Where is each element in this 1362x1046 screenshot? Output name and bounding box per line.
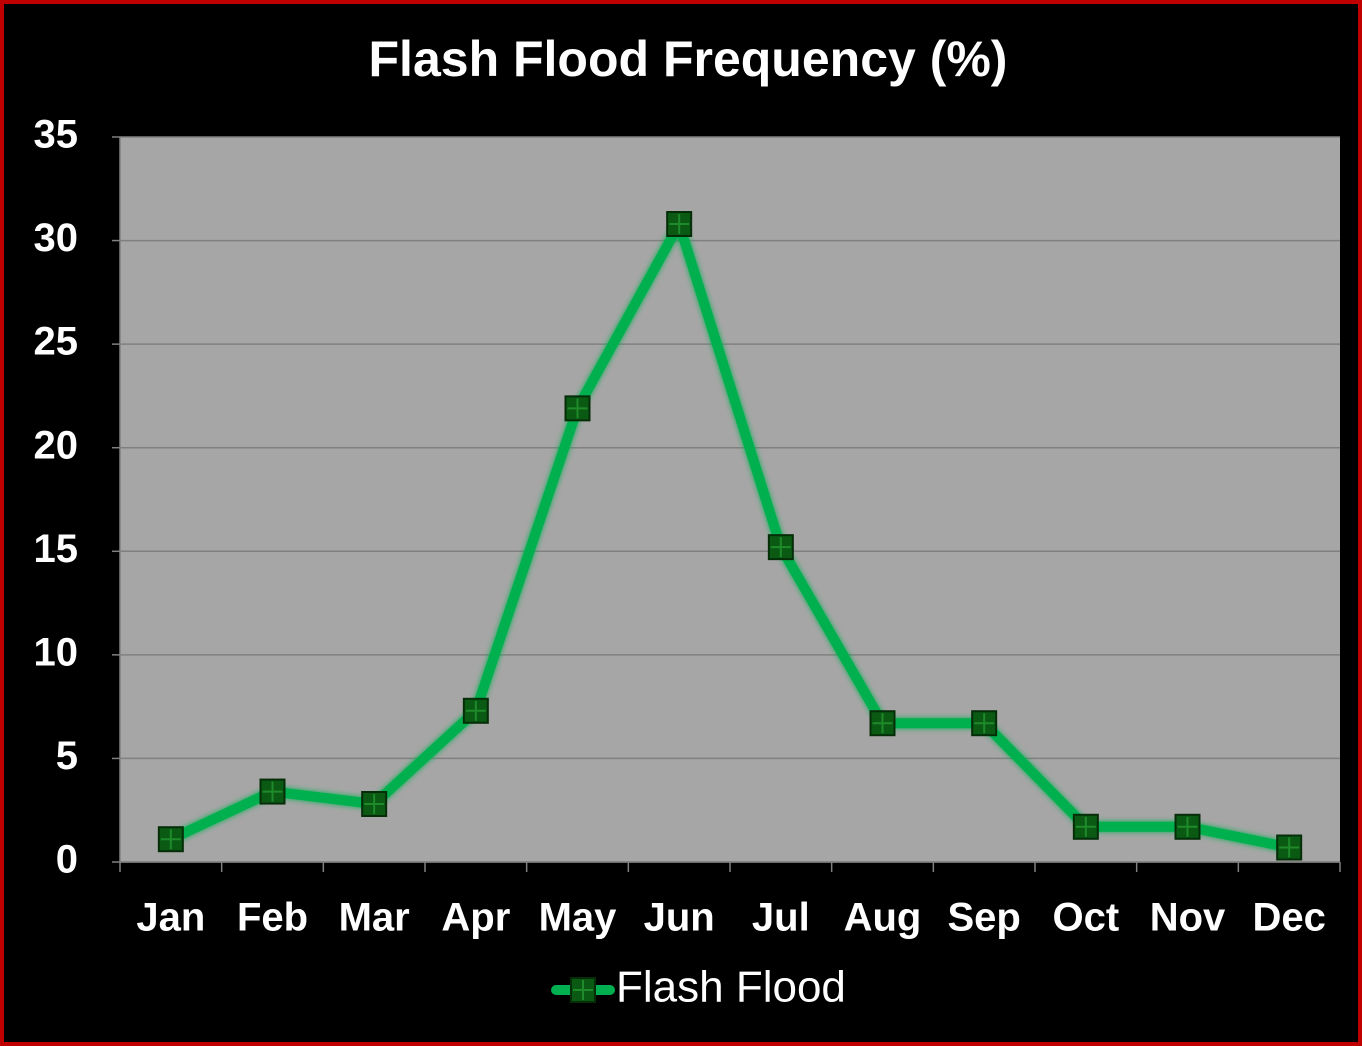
y-tick-label: 25	[34, 320, 79, 364]
marker	[570, 977, 596, 1003]
y-tick-label: 15	[34, 527, 79, 571]
plot-area	[120, 137, 1340, 862]
x-tick-label: Oct	[1052, 896, 1119, 940]
marker	[1174, 813, 1201, 840]
x-tick-label: Feb	[237, 896, 308, 940]
marker	[1276, 834, 1303, 861]
y-tick-label: 10	[34, 630, 79, 674]
marker	[259, 778, 286, 805]
chart-title: Flash Flood Frequency (%)	[369, 31, 1008, 87]
x-tick-label: Sep	[947, 896, 1020, 940]
marker	[462, 697, 489, 724]
y-tick-label: 0	[56, 838, 78, 882]
x-tick-label: Jan	[136, 896, 205, 940]
marker	[869, 710, 896, 737]
y-tick-label: 5	[56, 734, 78, 778]
series-line	[168, 219, 1291, 853]
y-tick-label: 30	[34, 216, 79, 260]
x-tick-label: Jul	[752, 896, 810, 940]
marker	[1072, 813, 1099, 840]
x-tick-label: Jun	[644, 896, 715, 940]
x-tick-label: Nov	[1150, 896, 1226, 940]
x-tick-label: Dec	[1252, 896, 1325, 940]
marker	[971, 710, 998, 737]
marker	[361, 791, 388, 817]
x-tick-label: Apr	[441, 896, 510, 940]
marker	[157, 826, 184, 853]
marker	[564, 395, 591, 422]
legend-label: Flash Flood	[616, 963, 846, 1012]
x-tick-label: Aug	[844, 896, 922, 940]
x-tick-label: May	[539, 896, 618, 940]
marker	[767, 534, 794, 561]
x-tick-label: Mar	[339, 896, 410, 940]
marker	[666, 211, 693, 237]
y-tick-label: 20	[34, 423, 79, 467]
y-tick-label: 35	[34, 113, 79, 157]
